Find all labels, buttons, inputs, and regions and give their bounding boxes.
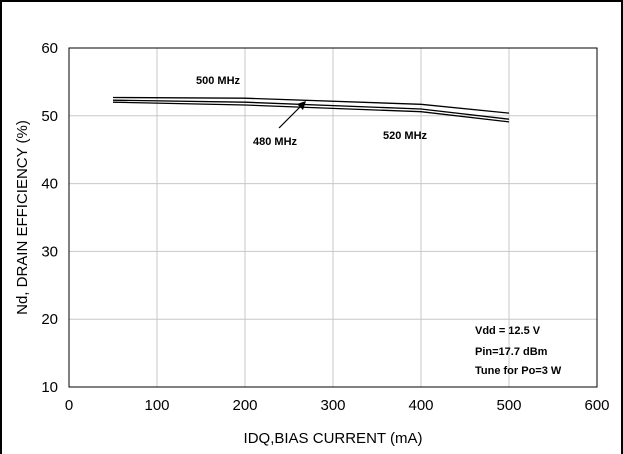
arrow-480mhz <box>278 105 302 129</box>
x-tick-label: 600 <box>584 397 609 414</box>
condition-pin: Pin=17.7 dBm <box>475 346 548 358</box>
y-tick-label: 10 <box>41 379 58 396</box>
x-tick-label: 100 <box>144 397 169 414</box>
y-tick-label: 40 <box>41 176 58 193</box>
condition-tune: Tune for Po=3 W <box>475 365 562 377</box>
y-tick-label: 20 <box>41 311 58 328</box>
tick-labels: 0 100 200 300 400 500 600 10 20 30 40 50 60 <box>41 40 609 414</box>
series-line-2 <box>112 101 510 123</box>
series-line-0 <box>112 96 510 114</box>
y-tick-label: 30 <box>41 243 58 260</box>
series-lines <box>112 96 510 123</box>
x-tick-label: 200 <box>232 397 257 414</box>
plot-area-border <box>68 47 598 388</box>
series-label-500mhz: 500 MHz <box>196 75 241 87</box>
y-axis-label: Nd, DRAIN EFFICIENCY (%) <box>14 120 31 315</box>
x-tick-label: 300 <box>320 397 345 414</box>
y-tick-label: 60 <box>41 40 58 57</box>
x-tick-label: 400 <box>408 397 433 414</box>
series-label-520mhz: 520 MHz <box>383 130 428 142</box>
x-tick-label: 500 <box>496 397 521 414</box>
series-label-480mhz: 480 MHz <box>253 136 298 148</box>
x-tick-label: 0 <box>65 397 73 414</box>
y-tick-label: 50 <box>41 108 58 125</box>
x-axis-label: IDQ,BIAS CURRENT (mA) <box>244 430 423 447</box>
series-line-1 <box>112 99 510 120</box>
condition-vdd: Vdd = 12.5 V <box>475 325 541 337</box>
arrow-head-icon <box>297 101 306 110</box>
